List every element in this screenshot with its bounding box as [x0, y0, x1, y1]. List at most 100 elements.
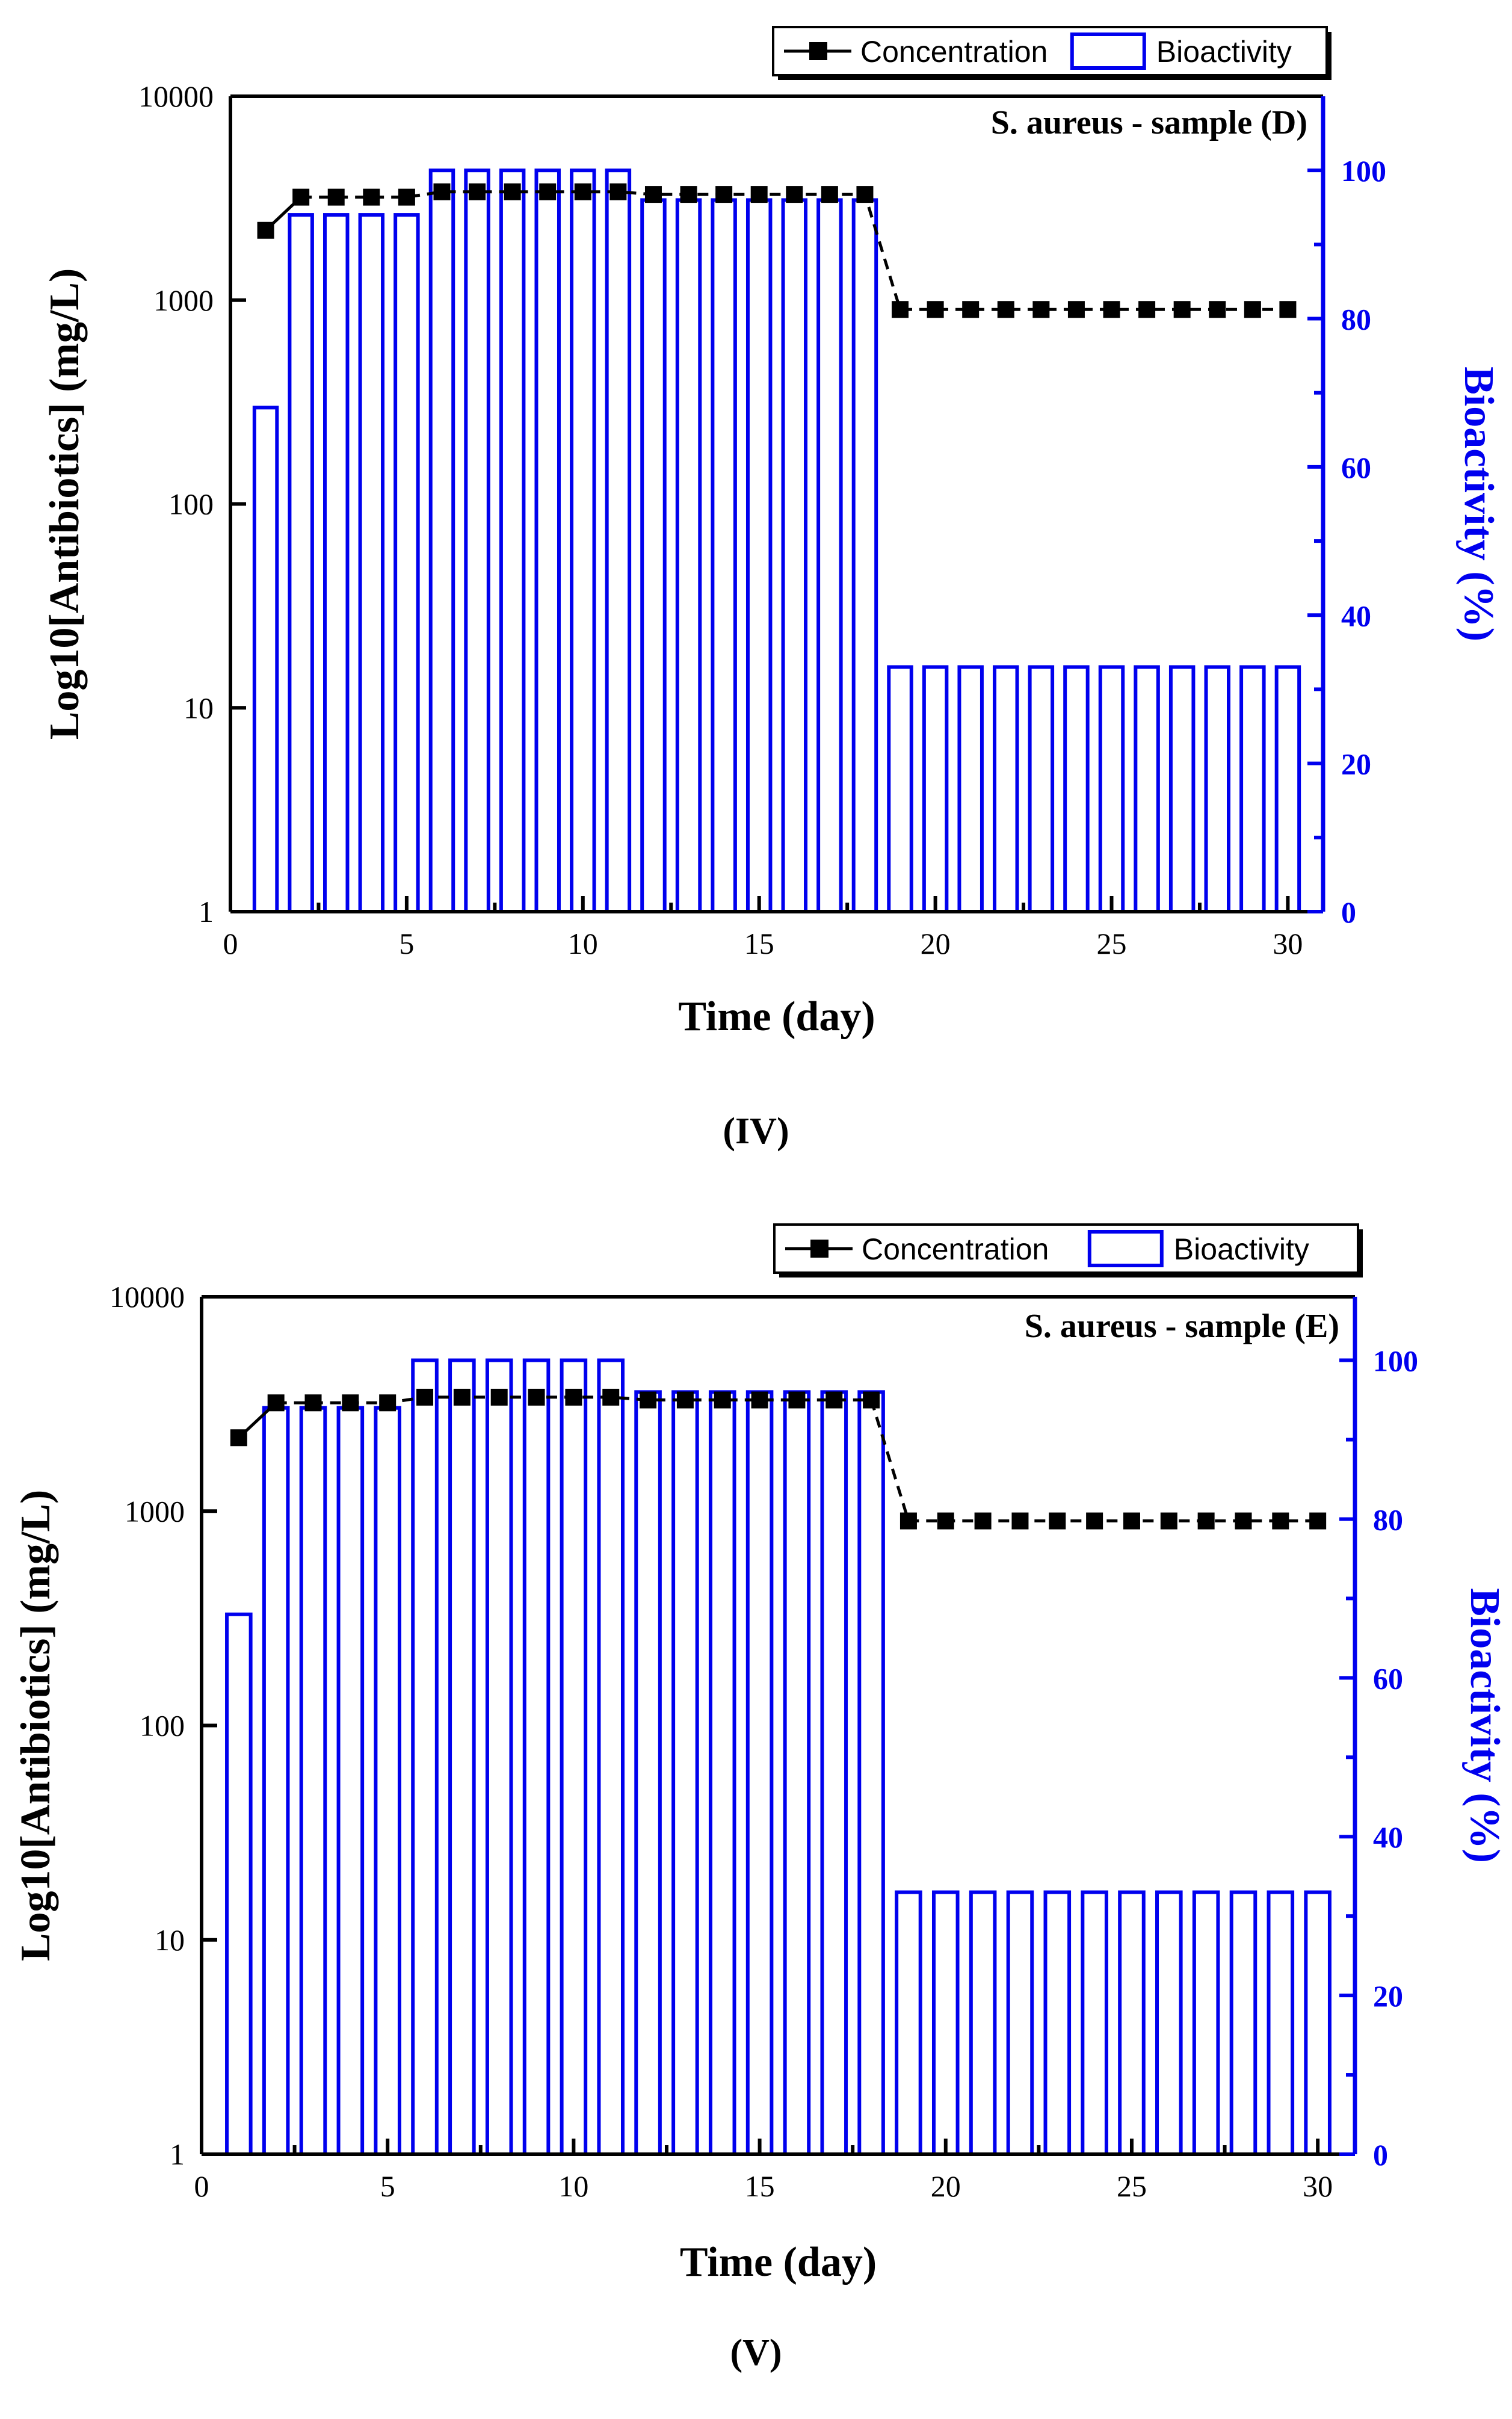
panel-label-v: (V) [730, 2332, 782, 2373]
bioactivity-bar [411, 1358, 439, 2157]
concentration-marker [363, 188, 380, 206]
legend-bioactivity-label: Bioactivity [1174, 1232, 1309, 1266]
concentration-marker [1197, 1512, 1215, 1530]
concentration-marker [379, 1394, 397, 1412]
chart-panel-v: 0 5 10 15 20 25 30 1 10 100 1000 10000 0 20 40 60 80 100 S… [0, 1210, 1512, 2419]
concentration-marker [490, 1388, 508, 1406]
x-tick-label: 25 [1097, 927, 1127, 960]
concentration-line-dashed [301, 190, 1288, 311]
bioactivity-bar [1267, 1890, 1295, 2157]
concentration-marker [825, 1391, 843, 1409]
concentration-marker [1235, 1512, 1252, 1530]
concentration-marker [786, 186, 803, 203]
concentration-marker [644, 186, 662, 203]
concentration-marker [304, 1394, 322, 1412]
y-right-tick-label: 20 [1341, 747, 1371, 781]
bioactivity-bar [820, 1390, 848, 2156]
concentration-marker [863, 1391, 880, 1409]
y-left-tick-label: 100 [140, 1709, 185, 1743]
concentration-marker [937, 1512, 954, 1530]
bioactivity-bar [358, 213, 385, 913]
x-tick-label: 0 [194, 2169, 209, 2203]
y-left-tick-label: 10 [184, 691, 214, 724]
y-right-tick-label: 100 [1373, 1344, 1418, 1378]
concentration-marker [574, 183, 591, 200]
bioactivity-bar [1006, 1890, 1034, 2157]
bioactivity-bar [288, 213, 314, 913]
bioactivity-bar [336, 1406, 365, 2157]
concentration-marker [1049, 1512, 1066, 1530]
bioactivity-bar [1304, 1890, 1331, 2157]
concentration-marker [1279, 301, 1297, 318]
concentration-marker [1160, 1512, 1177, 1530]
x-tick-label: 10 [568, 927, 598, 960]
bioactivity-bar [428, 168, 455, 914]
concentration-marker [1103, 301, 1120, 318]
concentration-marker [504, 183, 521, 200]
concentration-marker [602, 1388, 620, 1406]
bioactivity-bar [957, 665, 984, 913]
concentration-marker [1244, 301, 1261, 318]
y-left-tick-label: 1 [170, 2137, 185, 2171]
concentration-marker [469, 183, 486, 200]
bioactivity-bar [1204, 665, 1231, 913]
concentration-line-dashed [276, 1395, 1318, 1523]
concentration-marker [398, 188, 415, 206]
concentration-marker [1086, 1512, 1103, 1530]
bioactivity-bar [1118, 1890, 1146, 2157]
concentration-marker [680, 186, 697, 203]
legend-concentration-label: Concentration [860, 35, 1048, 69]
panel-label-iv: (IV) [723, 1111, 789, 1152]
bioactivity-bar [570, 168, 596, 914]
concentration-marker [609, 183, 627, 200]
concentration-marker [1138, 301, 1156, 318]
y-left-tick-label: 1000 [153, 283, 214, 317]
concentration-marker [342, 1394, 359, 1412]
bioactivity-bar [522, 1358, 551, 2157]
concentration-marker [750, 186, 768, 203]
concentration-marker [1309, 1512, 1327, 1530]
bioactivity-bar [783, 1390, 811, 2156]
concentration-marker [821, 186, 838, 203]
concentration-marker [1032, 301, 1050, 318]
bioactivity-bar [857, 1390, 885, 2156]
bioactivity-bar [671, 1390, 699, 2156]
concentration-marker [528, 1388, 545, 1406]
concentration-marker [1067, 301, 1085, 318]
bioactivity-bar [922, 665, 949, 913]
x-tick-label: 0 [223, 927, 238, 960]
x-tick-label: 5 [380, 2169, 395, 2203]
y-left-tick-label: 1 [199, 895, 214, 928]
bioactivity-bar [634, 1390, 662, 2156]
bioactivity-bar [448, 1358, 476, 2157]
legend-box [772, 26, 1328, 76]
y-right-tick-label: 80 [1341, 303, 1371, 336]
bioactivity-bar [640, 198, 667, 913]
legend-box [773, 1223, 1359, 1274]
concentration-marker [974, 1512, 992, 1530]
bioactivity-bar [597, 1358, 625, 2157]
bioactivity-bar [745, 198, 773, 913]
x-tick-label: 15 [744, 927, 774, 960]
concentration-marker [453, 1388, 471, 1406]
x-tick-label: 10 [558, 2169, 588, 2203]
bioactivity-bar [1098, 665, 1125, 913]
bioactivity-bar [252, 406, 279, 913]
bioactivity-bar [299, 1406, 327, 2157]
bioactivity-bar [485, 1358, 513, 2157]
x-axis-label: Time (day) [680, 2239, 877, 2285]
bioactivity-bar [374, 1406, 401, 2157]
concentration-marker [962, 301, 980, 318]
chart-iv-svg: 0 5 10 15 20 25 30 1 10 100 1000 10000 0 20 40 60 80 100 S… [42, 26, 1502, 1040]
bioactivity-bar [711, 198, 737, 913]
bioactivity-bar [605, 168, 632, 914]
chart-title: S. aureus - sample (E) [1025, 1308, 1339, 1345]
x-tick-label: 30 [1273, 927, 1303, 960]
concentration-marker [565, 1388, 582, 1406]
bioactivity-bar [1063, 665, 1090, 913]
concentration-marker [327, 188, 345, 206]
bioactivity-bar [708, 1390, 736, 2156]
y-right-tick-label: 60 [1373, 1661, 1403, 1695]
legend-concentration-marker [809, 42, 827, 60]
concentration-marker [1272, 1512, 1289, 1530]
